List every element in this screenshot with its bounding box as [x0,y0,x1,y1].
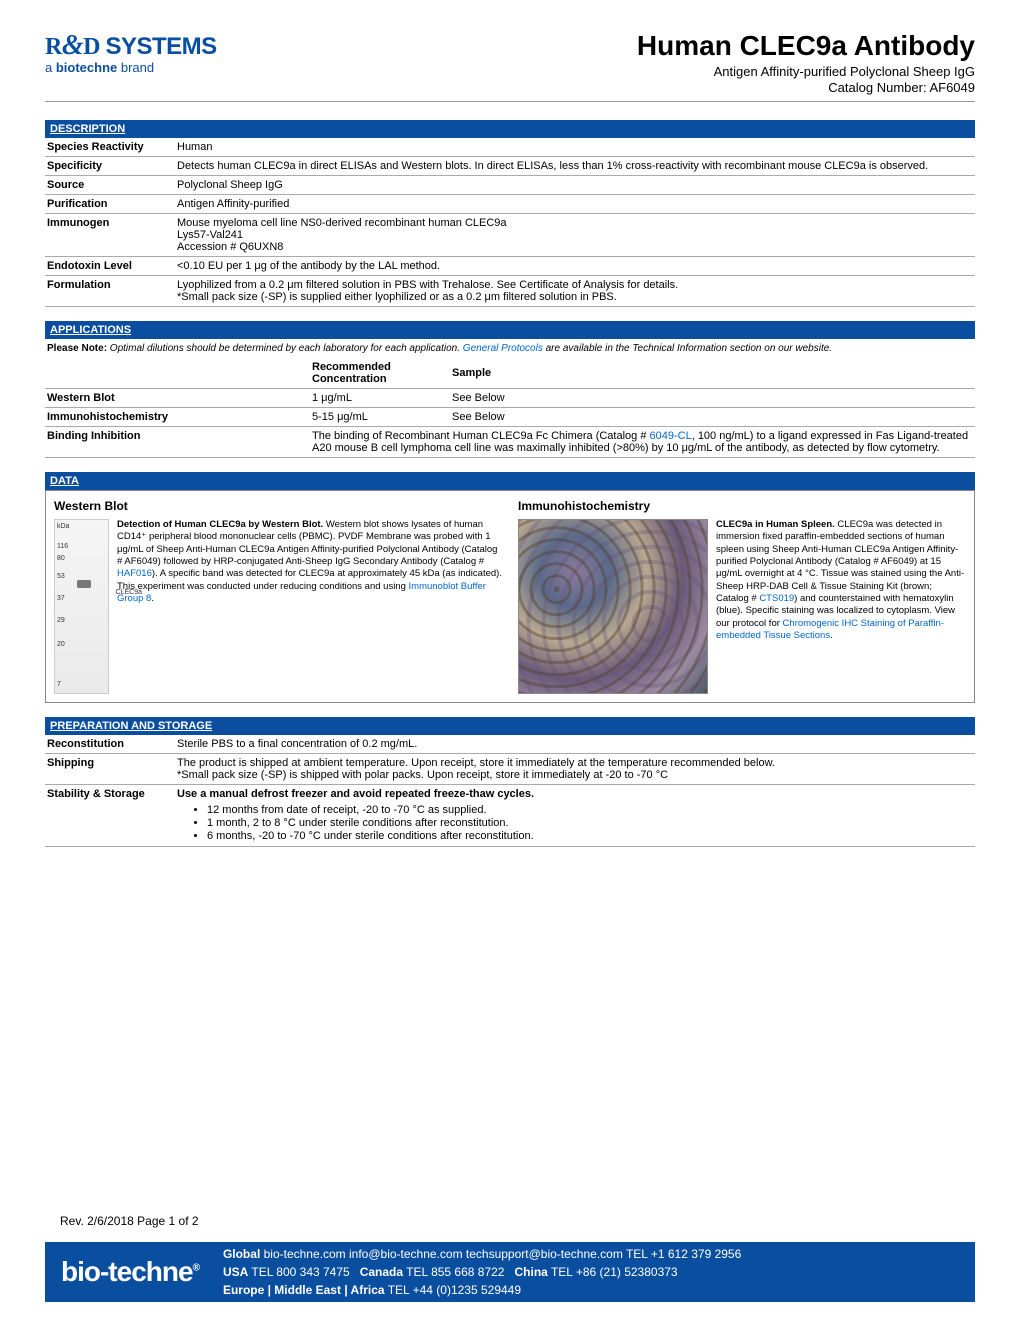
desc-value: <0.10 EU per 1 μg of the antibody by the… [175,257,975,276]
apps-col2: Recommended Concentration [310,358,450,389]
app-conc: 1 μg/mL [310,389,450,408]
applications-note: Please Note: Optimal dilutions should be… [45,339,975,358]
western-heading: Western Blot [54,499,502,513]
prep-label: Shipping [45,754,175,785]
western-caption: Detection of Human CLEC9a by Western Blo… [117,519,502,694]
title-block: Human CLEC9a Antibody Antigen Affinity-p… [637,30,975,95]
desc-label: Specificity [45,157,175,176]
prep-value: The product is shipped at ambient temper… [175,754,975,785]
app-name: Western Blot [45,389,310,408]
western-blot-image: kDa 116 80 53 37 29 20 7 CLEC9a [54,519,109,694]
apps-col1 [45,358,310,389]
product-subtitle: Antigen Affinity-purified Polyclonal She… [637,64,975,79]
ihc-image [518,519,708,694]
app-sample: The binding of Recombinant Human CLEC9a … [310,427,975,458]
brand-logo: R&D SYSTEMS a biotechne brand [45,30,217,75]
desc-value: Mouse myeloma cell line NS0-derived reco… [175,214,975,257]
prep-label: Stability & Storage [45,785,175,847]
desc-label: Endotoxin Level [45,257,175,276]
desc-label: Formulation [45,276,175,307]
haf016-link[interactable]: HAF016 [117,568,152,579]
desc-value: Polyclonal Sheep IgG [175,176,975,195]
prep-value: Use a manual defrost freezer and avoid r… [175,785,975,847]
desc-value: Detects human CLEC9a in direct ELISAs an… [175,157,975,176]
western-blot-col: Western Blot kDa 116 80 53 37 29 20 7 CL… [54,499,502,694]
page-header: R&D SYSTEMS a biotechne brand Human CLEC… [45,30,975,102]
preparation-table: ReconstitutionSterile PBS to a final con… [45,735,975,847]
revision-text: Rev. 2/6/2018 Page 1 of 2 [60,1214,199,1228]
section-description-header: DESCRIPTION [45,120,975,138]
app-sample: See Below [450,389,975,408]
app-name: Immunohistochemistry [45,408,310,427]
ihc-heading: Immunohistochemistry [518,499,966,513]
logo-text: R&D SYSTEMS [45,30,217,62]
prep-label: Reconstitution [45,735,175,754]
desc-value: Lyophilized from a 0.2 μm filtered solut… [175,276,975,307]
prep-value: Sterile PBS to a final concentration of … [175,735,975,754]
footer-logo: bio-techne® [61,1256,199,1288]
desc-label: Immunogen [45,214,175,257]
apps-col3: Sample [450,358,975,389]
desc-value: Antigen Affinity-purified [175,195,975,214]
section-applications-header: APPLICATIONS [45,321,975,339]
page-footer: bio-techne® Global bio-techne.com info@b… [45,1242,975,1302]
desc-value: Human [175,138,975,157]
app-name: Binding Inhibition [45,427,310,458]
catalog-link[interactable]: 6049-CL [650,430,692,442]
catalog-number: Catalog Number: AF6049 [637,80,975,95]
general-protocols-link[interactable]: General Protocols [463,343,543,354]
logo-subtext: a biotechne brand [45,60,217,75]
footer-contact: Global bio-techne.com info@bio-techne.co… [223,1245,741,1299]
data-panel: Western Blot kDa 116 80 53 37 29 20 7 CL… [45,490,975,703]
app-sample: See Below [450,408,975,427]
ihc-col: Immunohistochemistry CLEC9a in Human Spl… [518,499,966,694]
storage-list: 12 months from date of receipt, -20 to -… [207,804,973,842]
storage-item: 12 months from date of receipt, -20 to -… [207,804,973,816]
storage-item: 1 month, 2 to 8 °C under sterile conditi… [207,817,973,829]
app-conc: 5-15 μg/mL [310,408,450,427]
description-table: Species ReactivityHuman SpecificityDetec… [45,138,975,307]
ihc-caption: CLEC9a in Human Spleen. CLEC9a was detec… [716,519,966,694]
storage-item: 6 months, -20 to -70 °C under sterile co… [207,830,973,842]
section-preparation-header: PREPARATION AND STORAGE [45,717,975,735]
desc-label: Purification [45,195,175,214]
section-data-header: DATA [45,472,975,490]
cts019-link[interactable]: CTS019 [759,593,794,604]
applications-table: Recommended Concentration Sample Western… [45,358,975,458]
desc-label: Species Reactivity [45,138,175,157]
product-title: Human CLEC9a Antibody [637,30,975,62]
desc-label: Source [45,176,175,195]
